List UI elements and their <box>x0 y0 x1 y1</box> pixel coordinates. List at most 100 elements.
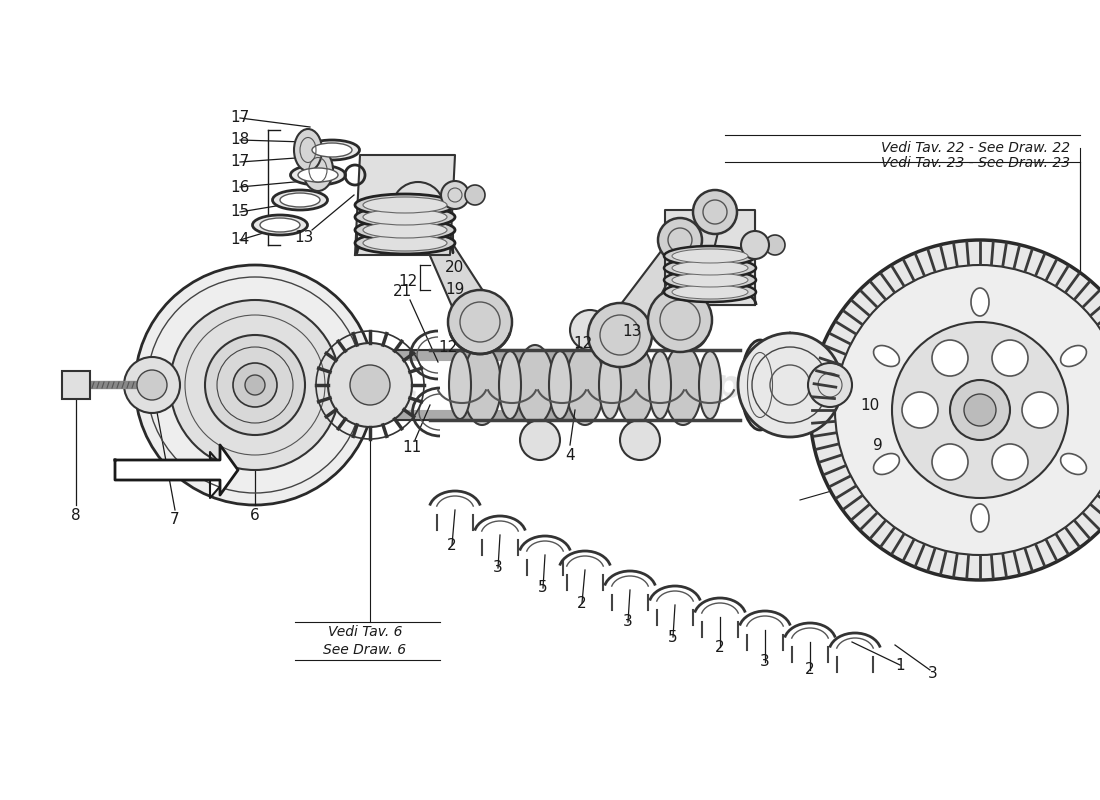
Text: 10: 10 <box>860 398 880 413</box>
Ellipse shape <box>273 190 328 210</box>
Circle shape <box>992 444 1028 480</box>
Ellipse shape <box>463 345 500 425</box>
Circle shape <box>205 335 305 435</box>
Ellipse shape <box>290 165 345 185</box>
Ellipse shape <box>302 149 333 191</box>
Circle shape <box>135 265 375 505</box>
Text: 17: 17 <box>230 154 250 170</box>
Polygon shape <box>412 206 497 331</box>
Text: 3: 3 <box>623 614 632 630</box>
Ellipse shape <box>672 273 748 287</box>
Text: 13: 13 <box>623 325 641 339</box>
Circle shape <box>328 343 412 427</box>
Ellipse shape <box>253 215 308 235</box>
Ellipse shape <box>698 351 720 419</box>
Ellipse shape <box>355 194 455 216</box>
Text: 19: 19 <box>446 282 464 298</box>
Circle shape <box>392 182 444 234</box>
Ellipse shape <box>1060 346 1087 366</box>
Text: 7: 7 <box>170 513 179 527</box>
Polygon shape <box>116 445 238 495</box>
Polygon shape <box>664 210 723 325</box>
Ellipse shape <box>566 345 604 425</box>
Text: 3: 3 <box>760 654 770 670</box>
Ellipse shape <box>672 285 748 299</box>
Ellipse shape <box>363 222 447 238</box>
Circle shape <box>892 322 1068 498</box>
Text: 1: 1 <box>895 658 905 673</box>
Circle shape <box>245 375 265 395</box>
Ellipse shape <box>516 345 554 425</box>
Text: Vedi Tav. 6: Vedi Tav. 6 <box>328 625 403 639</box>
Ellipse shape <box>664 270 756 290</box>
Text: 3: 3 <box>493 561 503 575</box>
Ellipse shape <box>873 454 900 474</box>
Circle shape <box>570 310 611 350</box>
Ellipse shape <box>1060 454 1087 474</box>
Text: 3: 3 <box>928 666 938 681</box>
Text: 5: 5 <box>538 581 548 595</box>
Ellipse shape <box>363 209 447 225</box>
Ellipse shape <box>664 246 756 266</box>
Circle shape <box>441 181 469 209</box>
Text: 18: 18 <box>230 133 250 147</box>
Circle shape <box>648 288 712 352</box>
Text: 13: 13 <box>295 230 313 245</box>
Circle shape <box>138 370 167 400</box>
Circle shape <box>350 365 390 405</box>
Text: 14: 14 <box>230 233 250 247</box>
Circle shape <box>468 310 507 350</box>
Text: 21: 21 <box>394 285 412 299</box>
Circle shape <box>764 235 785 255</box>
Text: Vedi Tav. 22 - See Draw. 22: Vedi Tav. 22 - See Draw. 22 <box>881 141 1070 155</box>
Circle shape <box>950 380 1010 440</box>
Ellipse shape <box>280 193 320 207</box>
Text: 15: 15 <box>230 205 250 219</box>
Polygon shape <box>120 452 230 498</box>
Circle shape <box>810 240 1100 580</box>
Polygon shape <box>666 210 755 305</box>
Text: 2: 2 <box>448 538 456 553</box>
Text: See Draw. 6: See Draw. 6 <box>323 643 407 657</box>
Ellipse shape <box>499 351 521 419</box>
Text: 8: 8 <box>72 507 80 522</box>
Ellipse shape <box>363 197 447 213</box>
Circle shape <box>465 185 485 205</box>
Ellipse shape <box>971 288 989 316</box>
Ellipse shape <box>449 351 471 419</box>
Ellipse shape <box>366 348 384 422</box>
Text: 9: 9 <box>873 438 883 453</box>
Ellipse shape <box>260 218 300 232</box>
Ellipse shape <box>355 219 455 241</box>
Text: 17: 17 <box>230 110 250 126</box>
Text: 4: 4 <box>565 447 575 462</box>
Ellipse shape <box>873 346 900 366</box>
Ellipse shape <box>649 351 671 419</box>
Ellipse shape <box>355 206 455 228</box>
Ellipse shape <box>549 351 571 419</box>
Text: 2: 2 <box>578 595 586 610</box>
Circle shape <box>835 265 1100 555</box>
Text: Vedi Tav. 23 - See Draw. 23: Vedi Tav. 23 - See Draw. 23 <box>881 156 1070 170</box>
Text: 12: 12 <box>573 335 593 350</box>
Ellipse shape <box>294 129 322 171</box>
Circle shape <box>741 231 769 259</box>
Ellipse shape <box>672 261 748 275</box>
Ellipse shape <box>616 345 654 425</box>
Polygon shape <box>355 155 455 255</box>
Ellipse shape <box>355 232 455 254</box>
Circle shape <box>668 310 708 350</box>
Ellipse shape <box>664 345 702 425</box>
Bar <box>62 371 90 399</box>
Ellipse shape <box>312 143 352 157</box>
Circle shape <box>992 340 1028 376</box>
Text: 5: 5 <box>668 630 678 645</box>
Circle shape <box>738 333 842 437</box>
Circle shape <box>1022 392 1058 428</box>
Text: 6: 6 <box>250 507 260 522</box>
Text: 20: 20 <box>446 259 464 274</box>
Ellipse shape <box>672 249 748 263</box>
Text: 12: 12 <box>398 274 418 290</box>
Circle shape <box>964 394 996 426</box>
Text: eurospares: eurospares <box>591 348 839 420</box>
